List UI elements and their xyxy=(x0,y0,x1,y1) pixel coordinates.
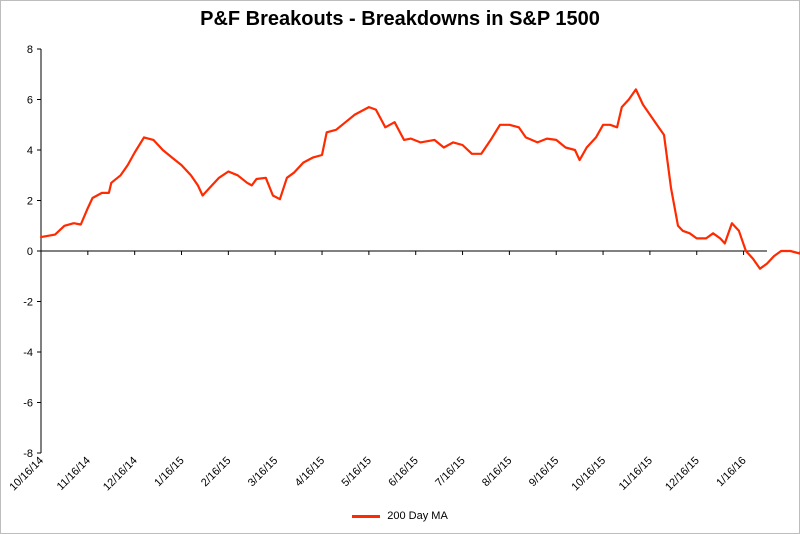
y-tick-labels: -8 -6 -4 -2 0 2 4 6 8 xyxy=(23,44,33,460)
x-tick-label: 11/16/15 xyxy=(617,455,655,493)
x-tick-label: 12/16/15 xyxy=(663,455,702,494)
x-tick-label: 6/16/15 xyxy=(386,455,420,489)
y-tick-label: 8 xyxy=(27,44,33,56)
x-tick-label: 1/16/16 xyxy=(714,455,748,489)
x-tick-label: 10/16/15 xyxy=(569,455,608,494)
x-tick-label: 3/16/15 xyxy=(246,455,280,489)
y-tick-label: 0 xyxy=(27,246,33,258)
x-tick-label: 7/16/15 xyxy=(433,455,467,489)
legend: 200 Day MA xyxy=(0,510,800,522)
y-tick-label: -2 xyxy=(23,297,33,309)
x-tick-label: 2/16/15 xyxy=(199,455,233,489)
x-tick-label: 4/16/15 xyxy=(293,455,327,489)
legend-label: 200 Day MA xyxy=(387,510,448,522)
y-tick-label: -8 xyxy=(23,448,33,460)
y-tick-label: 6 xyxy=(27,95,33,107)
chart-axes xyxy=(37,48,767,454)
y-tick-label: -6 xyxy=(23,398,33,410)
series-line-200-day-ma xyxy=(39,88,800,270)
x-tick-label: 9/16/15 xyxy=(527,455,561,489)
x-tick-label: 8/16/15 xyxy=(480,455,514,489)
x-tick-label: 11/16/14 xyxy=(55,455,93,493)
x-tick-label: 5/16/15 xyxy=(340,455,374,489)
y-tick-label: -4 xyxy=(23,347,33,359)
chart-title: P&F Breakouts - Breakdowns in S&P 1500 xyxy=(200,8,600,30)
x-tick-label: 10/16/14 xyxy=(7,455,46,494)
legend-swatch xyxy=(352,514,381,518)
y-tick-label: 4 xyxy=(27,145,33,157)
x-tick-labels: 10/16/14 11/16/14 12/16/14 1/16/15 2/16/15 3/… xyxy=(7,455,748,494)
x-tick-label: 12/16/14 xyxy=(101,455,140,494)
x-tick-label: 1/16/15 xyxy=(152,455,186,489)
y-tick-label: 2 xyxy=(27,196,33,208)
